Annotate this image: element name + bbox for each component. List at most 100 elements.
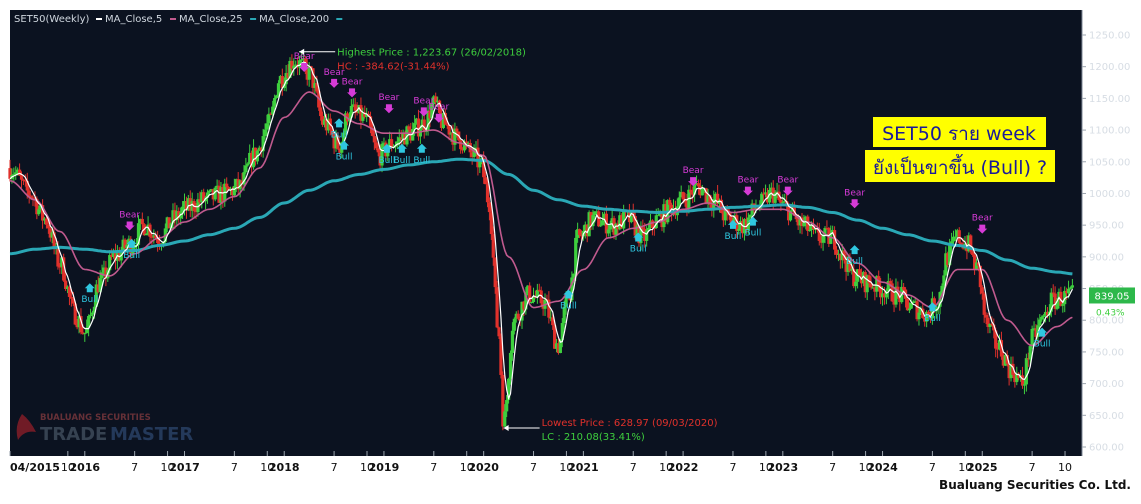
headline-line2: ยังเป็นขาขึ้น (Bull) ? xyxy=(873,154,1047,179)
candle xyxy=(361,107,365,123)
candle xyxy=(1059,286,1063,307)
x-tick-label: 2018 xyxy=(269,461,300,474)
highest-price-label: Highest Price : 1,223.67 (26/02/2018) xyxy=(337,48,526,59)
candle xyxy=(320,111,325,127)
x-tick-label: 2020 xyxy=(468,461,499,474)
candle xyxy=(31,194,35,207)
candle xyxy=(234,178,238,193)
candle xyxy=(94,280,98,308)
candle xyxy=(863,270,867,298)
bull-signal: Bull xyxy=(393,143,410,166)
candle xyxy=(857,262,862,276)
candle xyxy=(225,177,229,194)
candle xyxy=(696,179,701,195)
candle xyxy=(280,68,284,96)
candle xyxy=(554,338,559,353)
price-chart[interactable]: 1250.00 1200.00 1150.00 1100.00 1050.00 1000.… xyxy=(0,0,1141,474)
candle xyxy=(75,319,79,330)
x-tick-label: 2024 xyxy=(867,461,898,474)
candle xyxy=(8,159,12,182)
candle xyxy=(180,201,185,220)
candle xyxy=(886,273,890,300)
candle xyxy=(140,212,144,233)
candle xyxy=(735,213,739,238)
candle xyxy=(1049,288,1053,318)
x-tick-label: 10 xyxy=(260,461,274,474)
candle xyxy=(175,205,179,226)
y-tick-label: 1100.00 xyxy=(1089,126,1130,137)
bear-label: Bear xyxy=(428,103,449,113)
company-name: Bualuang Securities Co. Ltd. xyxy=(939,478,1131,492)
watermark-trade: TRADE xyxy=(40,424,107,445)
candle xyxy=(436,96,440,108)
candle xyxy=(505,394,509,418)
bull-label: Bull xyxy=(924,314,941,324)
candle xyxy=(69,289,73,307)
candle xyxy=(25,172,29,199)
candle xyxy=(12,167,16,182)
candle xyxy=(907,302,911,314)
candle xyxy=(514,311,518,323)
signals: BearBullBullBearBearBullBullBearBearBull… xyxy=(81,52,1050,350)
plot-background xyxy=(10,10,1082,456)
candle xyxy=(284,65,288,92)
bull-arrow-icon xyxy=(1037,327,1048,337)
bear-arrow-icon xyxy=(299,63,310,73)
x-tick-label: 10 xyxy=(958,461,972,474)
candle xyxy=(915,299,919,322)
bear-signal: Bear xyxy=(342,77,363,98)
candle xyxy=(608,220,612,238)
candle xyxy=(834,246,839,259)
candle xyxy=(246,162,250,167)
bull-signal: Bull xyxy=(1034,327,1051,350)
candle xyxy=(432,94,436,108)
x-tick-label: 10 xyxy=(161,461,175,474)
candle xyxy=(1028,344,1032,366)
bear-label: Bear xyxy=(324,68,345,78)
candle xyxy=(840,244,844,269)
candle xyxy=(459,139,463,154)
x-tick-label: 04/2015 xyxy=(10,461,60,474)
candle xyxy=(865,274,869,301)
bull-signal: Bull xyxy=(413,143,430,166)
candle xyxy=(537,283,541,292)
bull-arrow-icon xyxy=(849,245,860,255)
footer: Bualuang Securities Co. Ltd. xyxy=(0,474,1141,504)
watermark-master: MASTER xyxy=(110,424,193,445)
y-tick-label: 600.00 xyxy=(1089,443,1124,454)
candle xyxy=(278,74,282,84)
candle xyxy=(577,228,582,239)
x-tick-label: 7 xyxy=(530,461,537,474)
candle xyxy=(700,184,704,196)
candle xyxy=(1053,286,1057,315)
x-tick-label: 7 xyxy=(829,461,836,474)
candle xyxy=(1022,379,1027,395)
bear-arrow-icon xyxy=(688,177,699,187)
candle xyxy=(1070,278,1074,290)
x-tick-label: 2022 xyxy=(668,461,699,474)
candle xyxy=(113,243,118,270)
bull-label: Bull xyxy=(123,251,140,261)
bear-signal: Bear xyxy=(428,103,450,123)
candle xyxy=(704,187,708,205)
x-tick-label: 7 xyxy=(630,461,637,474)
bear-arrow-icon xyxy=(742,186,753,196)
candle xyxy=(689,183,693,200)
bear-label: Bear xyxy=(378,93,399,103)
candle xyxy=(650,219,655,236)
candle xyxy=(512,317,516,335)
candle xyxy=(867,272,871,288)
candle xyxy=(510,322,515,361)
candle xyxy=(997,334,1002,351)
candle xyxy=(213,186,217,202)
candle xyxy=(526,285,530,296)
candle xyxy=(994,327,998,358)
candle xyxy=(182,193,187,216)
bear-signal: Bear xyxy=(683,166,704,187)
candle xyxy=(62,253,66,282)
candle xyxy=(353,97,357,119)
candle xyxy=(434,92,438,107)
x-tick-label: 2021 xyxy=(568,461,599,474)
candle xyxy=(355,102,359,116)
candle xyxy=(1001,352,1005,368)
